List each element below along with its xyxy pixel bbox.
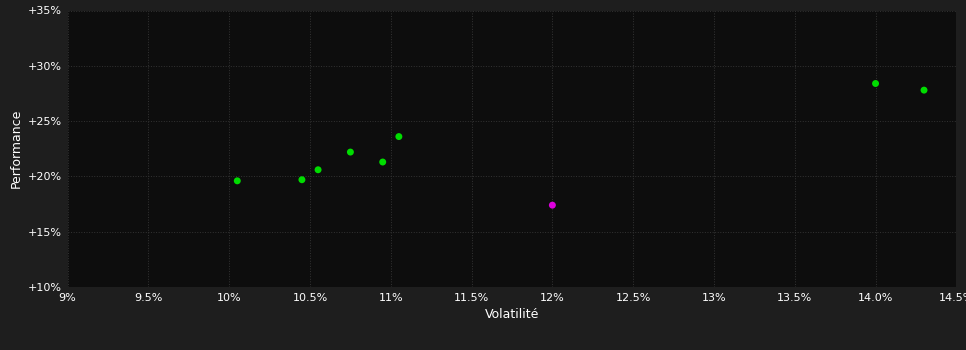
- Point: [310, 167, 326, 173]
- X-axis label: Volatilité: Volatilité: [485, 308, 539, 321]
- Point: [917, 88, 932, 93]
- Point: [343, 149, 358, 155]
- Point: [391, 134, 407, 139]
- Point: [545, 202, 560, 208]
- Y-axis label: Performance: Performance: [10, 109, 22, 188]
- Point: [295, 177, 310, 182]
- Point: [867, 81, 883, 86]
- Point: [375, 159, 390, 165]
- Point: [230, 178, 245, 184]
